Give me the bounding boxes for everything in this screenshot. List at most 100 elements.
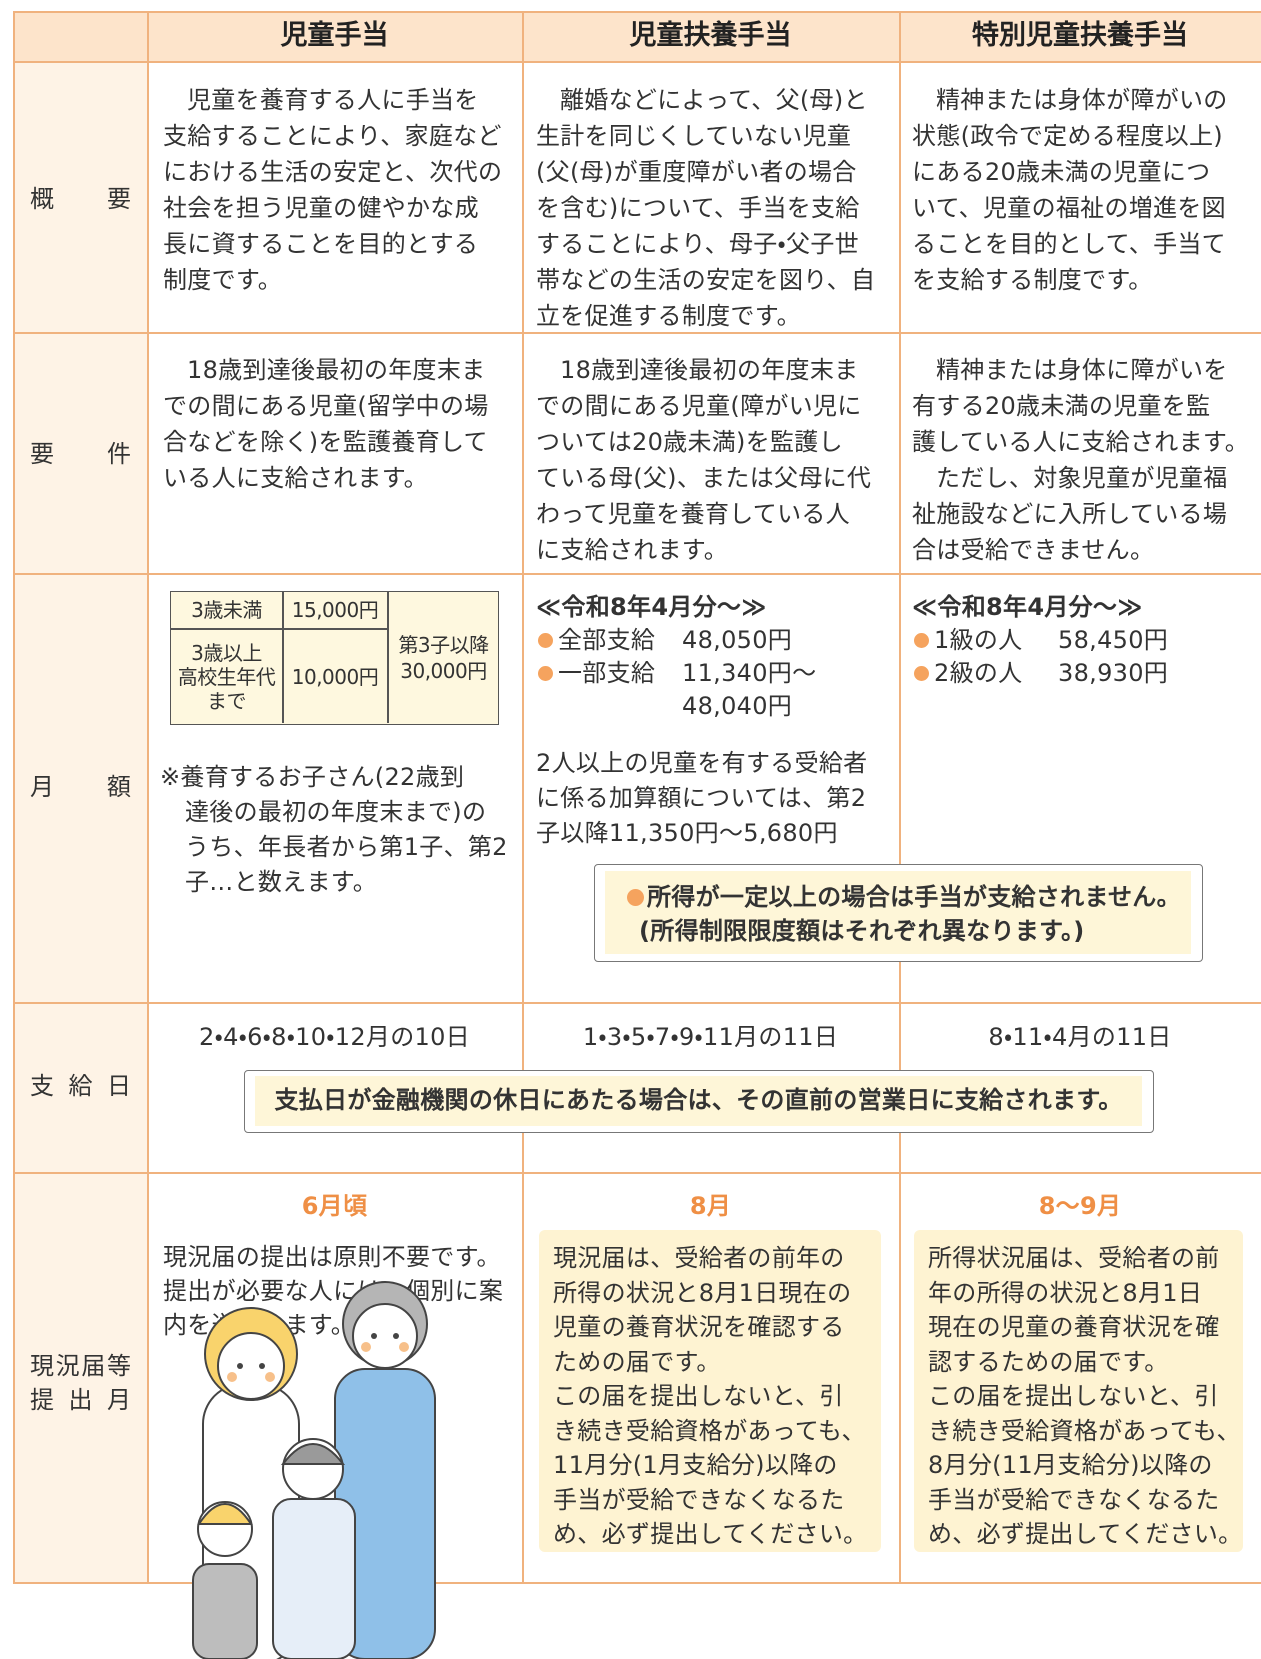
callout-fill [605,871,1191,954]
row-border [13,573,1261,575]
cell-text-line: わって児童を養育している人 [536,500,850,528]
amount-table: 3歳未満 15,000円 3歳以上 高校生年代 まで 10,000円 第3子以降 30,000… [170,591,499,725]
callout-line: 所得が一定以上の場合は手当が支給されません。 [647,883,1181,911]
report-text: 手当が受給できなくなるた [553,1485,845,1514]
row-label: 現況届等 [30,1352,131,1380]
cell-text-line: 長に資することを目的とする [163,230,479,258]
cell-text-line: にある20歳未満の児童につ [912,158,1211,186]
cell-text-line: 合などを除く)を監護養育して [163,428,488,456]
note-line: ※養育するお子さん(22歳到 [160,763,465,791]
cell-text-line: ている母(父)、または父母に代 [536,464,872,492]
column-border [899,11,901,1582]
column-header: 特別児童扶養手当 [972,20,1188,51]
callout-line: 支払日が金融機関の休日にあたる場合は、その直前の営業日に支給されます。 [274,1086,1123,1114]
cell-text-line: 生計を同じくしていない児童 [536,122,852,150]
row-border [13,61,1261,63]
cell-text-line: 帯などの生活の安定を図り、自 [536,266,876,294]
report-box [914,1230,1243,1552]
amount-text: 高校生年代 [177,664,276,689]
row-border [13,11,1261,13]
row-label: 要件 [30,440,131,468]
item-amount: 48,050円 [682,626,793,654]
report-text: 現在の児童の養育状況を確 [928,1313,1220,1341]
cell-text-line: 精神または身体が障がいの [936,86,1228,114]
column-header: 児童扶養手当 [629,20,792,51]
row-border [13,1582,1261,1584]
report-text: ための届です。 [553,1347,721,1376]
cell-text-line: 立を促進する制度です。 [536,302,801,330]
report-text: この届を提出しないと、引 [928,1382,1219,1410]
report-text: き続き受給資格があっても、 [928,1416,1241,1445]
row-label: 概要 [30,185,131,213]
item-label: 一部支給 [558,659,656,687]
amount-cell: 15,000円 [291,598,379,622]
note-line: 2人以上の児童を有する受給者 [536,749,868,777]
item-label: 全部支給 [558,626,656,654]
callout-line: (所得制限限度額はそれぞれ異なります。) [639,917,1085,945]
report-text: き続き受給資格があっても、 [553,1416,866,1445]
amount-cell: 3歳以上 高校生年代 まで [171,630,282,723]
cell-text-line: における生活の安定と、次代の [163,158,503,186]
table-line [171,628,387,630]
cell-text-line: 護している人に支給されます。 [912,428,1250,456]
cell-text-line: 状態(政令で定める程度以上) [912,122,1223,150]
cell-text-line: 18歳到達後最初の年度末ま [560,356,859,384]
item-amount: 38,930円 [1058,659,1169,687]
cell-text-line: 支給することにより、家庭など [163,122,502,150]
report-month: 8～9月 [1038,1192,1122,1220]
cell-text-line: ついては20歳未満)を監護し [536,428,843,456]
table-line [282,592,284,723]
column-border [147,11,149,1582]
item-amount: 58,450円 [1058,626,1169,654]
cell-text-line: ただし、対象児童が児童福 [936,464,1228,492]
header-bg [13,11,1261,61]
cell-text-line: (父(母)が重度障がい者の場合 [536,158,857,186]
report-text: この届を提出しないと、引 [553,1382,844,1410]
cell-text-line: を支給する制度です。 [912,266,1153,294]
amount-text: 第3子以降 [398,632,489,657]
cell-text-line: いて、児童の福祉の増進を図 [912,194,1226,222]
bullet [538,633,553,648]
bullet [627,889,644,906]
cell-text-line: ることを目的として、手当て [912,230,1226,258]
cell-text-line: 有する20歳未満の児童を監 [912,392,1211,420]
amount-cell: 第3子以降 30,000円 [389,592,498,723]
note-line: 達後の最初の年度末まで)の [185,798,487,826]
row-border [13,1002,1261,1004]
cell-text-line: いる人に支給されます。 [163,464,428,492]
report-text: め、必ず提出してください。 [553,1520,868,1548]
callout-box: 所得が一定以上の場合は手当が支給されません。 (所得制限限度額はそれぞれ異なります… [594,864,1203,962]
bullet [538,666,553,681]
column-border [522,11,524,1582]
cell-text-line: での間にある児童(留学中の場 [163,392,489,420]
pay-date: 1・3・5・7・9・11月の11日 [582,1023,839,1051]
report-text: 提出が必要な人には、個別に案 [163,1277,504,1305]
item-amount: 48,040円 [682,692,793,720]
cell-text-line: での間にある児童(障がい児に [536,392,862,420]
amount-cell: 10,000円 [291,664,379,689]
cell-text-line: することにより、母子・父子世 [536,230,859,258]
report-text: 児童の養育状況を確認する [553,1313,845,1341]
report-text: 8月分(11月支給分)以降の [928,1451,1213,1479]
report-text: 手当が受給できなくなるた [928,1485,1220,1514]
callout-box: 支払日が金融機関の休日にあたる場合は、その直前の営業日に支給されます。 [244,1070,1154,1133]
report-month: 6月頃 [301,1192,368,1220]
cell-text-line: 社会を担う児童の健やかな成 [163,194,479,222]
report-text: 所得の状況と8月1日現在の [553,1278,852,1307]
row-label: 提出月 [30,1386,131,1414]
report-text: 年の所得の状況と8月1日 [928,1278,1203,1307]
amount-text: 3歳以上 [191,640,262,665]
cell-text-line: 18歳到達後最初の年度末ま [187,356,486,384]
note-line: うち、年長者から第1子、第2 [185,833,508,861]
report-text: 所得状況届は、受給者の前 [928,1244,1220,1272]
cell-text-line: 合は受給できません。 [912,536,1155,564]
cell-text-line: を含む)について、手当を支給 [536,194,860,222]
note-line: 子以降11,350円～5,680円 [536,819,838,847]
pay-date: 2・4・6・8・10・12月の10日 [199,1023,470,1051]
callout-fill [255,1076,1142,1126]
note-line: に係る加算額については、第2 [536,784,867,812]
column-header: 児童手当 [280,20,389,51]
amount-cell: 3歳未満 [191,598,262,622]
report-month: 8月 [689,1192,732,1220]
